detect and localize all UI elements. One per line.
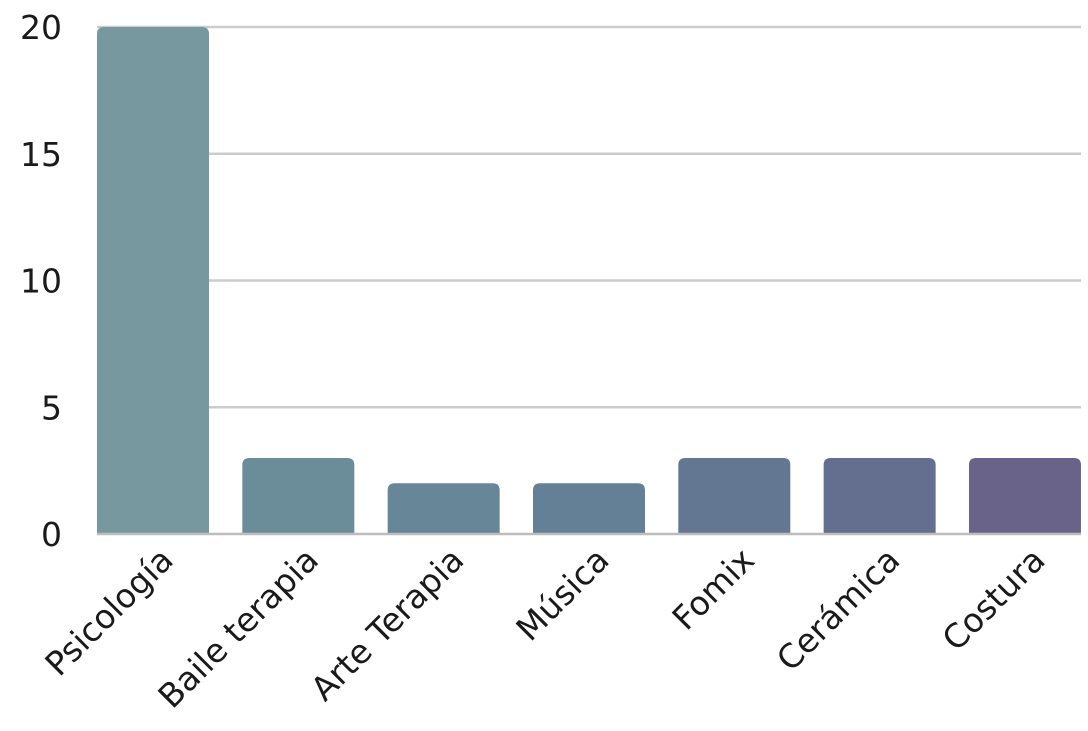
y-tick-label: 5 <box>41 388 62 427</box>
bar-cerámica <box>823 457 936 534</box>
y-tick-label: 15 <box>20 135 62 174</box>
bar-arte-terapia <box>387 483 500 534</box>
x-tick-label: Cerámica <box>769 540 907 678</box>
bar-psicología <box>97 27 209 534</box>
bar-baile-terapia <box>242 457 355 534</box>
x-tick-label: Música <box>508 540 616 648</box>
bar-fomix <box>678 457 791 534</box>
y-axis-ticks: 0 5 10 15 20 <box>20 8 62 554</box>
x-tick-label: Arte Terapia <box>303 540 471 708</box>
bar-música <box>532 483 645 534</box>
x-tick-label: Costura <box>934 540 1052 658</box>
y-tick-label: 10 <box>20 262 62 301</box>
gridlines <box>97 25 1081 409</box>
x-tick-label: Psicología <box>37 540 180 683</box>
bar-costura <box>968 457 1081 534</box>
x-tick-label: Fomix <box>665 540 762 637</box>
y-tick-label: 20 <box>20 8 62 47</box>
y-tick-label: 0 <box>41 515 62 554</box>
bars <box>97 27 1081 534</box>
